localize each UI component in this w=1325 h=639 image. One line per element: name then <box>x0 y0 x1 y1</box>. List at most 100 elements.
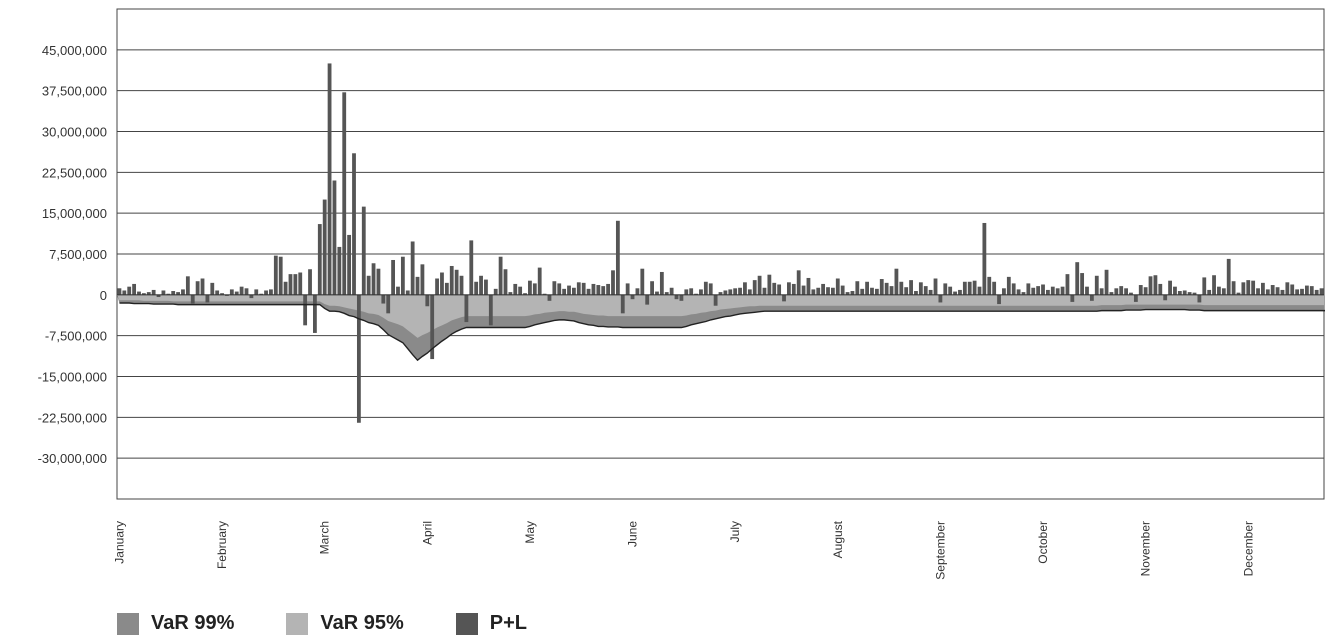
pnl-bar <box>708 283 713 295</box>
pnl-bar <box>674 294 679 300</box>
pnl-bar <box>918 282 923 295</box>
pnl-bar <box>733 288 738 295</box>
pnl-bar <box>1251 280 1256 295</box>
pnl-bar <box>581 282 586 295</box>
pnl-bar <box>557 283 562 295</box>
y-tick-label: 0 <box>100 288 107 303</box>
y-tick-label: -30,000,000 <box>38 451 107 466</box>
pnl-bar <box>513 283 518 295</box>
pnl-bar <box>767 274 772 295</box>
pnl-bar <box>928 289 933 295</box>
pnl-bar <box>635 288 640 295</box>
legend-label-pnl: P+L <box>489 612 528 634</box>
pnl-bar <box>146 292 151 295</box>
pnl-bar <box>562 288 567 295</box>
pnl-bar <box>728 289 733 295</box>
pnl-bar <box>655 291 659 295</box>
pnl-bar <box>141 293 146 295</box>
x-tick-label: June <box>626 521 640 547</box>
y-tick-label: -7,500,000 <box>45 329 107 344</box>
pnl-bar <box>606 283 611 295</box>
pnl-bar <box>1153 275 1158 295</box>
pnl-bar <box>777 284 782 295</box>
pnl-bar <box>811 289 816 295</box>
pnl-bar <box>1300 288 1304 295</box>
pnl-bar <box>151 289 156 295</box>
pnl-bar <box>269 289 273 295</box>
pnl-bar <box>645 294 650 305</box>
pnl-bar <box>1304 285 1309 295</box>
pnl-bar <box>1119 286 1124 295</box>
pnl-bar <box>1050 286 1055 295</box>
pnl-bar <box>1060 286 1065 295</box>
legend-swatch-var99 <box>117 612 139 635</box>
pnl-bar <box>1036 286 1041 295</box>
pnl-bar <box>400 256 405 295</box>
pnl-bar <box>234 291 239 295</box>
pnl-bar <box>415 276 420 295</box>
pnl-bar <box>659 271 664 295</box>
pnl-bar <box>855 281 860 295</box>
var95-area <box>117 294 1325 338</box>
x-tick-label: November <box>1139 521 1153 576</box>
pnl-bar <box>1226 258 1231 295</box>
pnl-bar <box>1124 288 1128 295</box>
pnl-bar <box>962 281 967 295</box>
pnl-bar <box>738 287 742 295</box>
pnl-bar <box>650 281 654 295</box>
pnl-bar <box>987 276 992 295</box>
pnl-bar <box>547 294 552 301</box>
y-tick-label: 30,000,000 <box>42 125 107 140</box>
pnl-bar <box>904 287 909 295</box>
pnl-bar <box>1011 283 1016 295</box>
pnl-bar <box>498 256 503 295</box>
pnl-bar <box>625 283 630 295</box>
pnl-bar <box>347 234 352 295</box>
pnl-bar <box>132 283 137 295</box>
pnl-bar <box>601 286 606 295</box>
legend-swatch-var95 <box>286 612 309 635</box>
pnl-bar <box>449 265 454 295</box>
y-tick-label: 15,000,000 <box>42 206 107 221</box>
pnl-bar <box>410 241 415 295</box>
pnl-bar <box>640 268 645 295</box>
pnl-bar <box>821 283 826 295</box>
legend-swatch-pnl <box>455 612 478 635</box>
pnl-bar <box>713 294 718 306</box>
legend-label-var99: VaR 99% <box>151 612 235 634</box>
pnl-bar <box>884 282 889 295</box>
y-tick-label: 22,500,000 <box>42 165 107 180</box>
pnl-bar <box>161 290 166 295</box>
pnl-bar <box>1236 292 1241 295</box>
pnl-bar <box>391 259 395 295</box>
pnl-bar <box>225 294 229 296</box>
x-tick-label: May <box>523 521 537 544</box>
pnl-bar <box>630 294 635 300</box>
pnl-bar <box>567 285 571 295</box>
pnl-bar <box>376 268 381 295</box>
pnl-bar <box>850 291 855 295</box>
y-tick-label: -15,000,000 <box>38 370 107 385</box>
pnl-bar <box>1129 292 1133 295</box>
pnl-bar <box>938 294 943 303</box>
pnl-bar <box>669 287 674 295</box>
pnl-bar <box>1217 286 1221 295</box>
pnl-bar <box>122 290 127 295</box>
legend-item-pnl: P+L <box>455 612 528 635</box>
pnl-bar <box>572 287 576 295</box>
pnl-bar <box>528 280 532 295</box>
pnl-bar <box>879 279 884 295</box>
x-tick-label: February <box>215 521 229 569</box>
pnl-bar <box>440 272 444 295</box>
pnl-bar <box>1246 280 1251 295</box>
pnl-bar <box>703 281 708 295</box>
pnl-bar <box>288 274 293 295</box>
pnl-bar <box>1002 288 1006 295</box>
pnl-bar <box>894 268 899 295</box>
pnl-bar <box>464 294 469 323</box>
pnl-bar <box>1290 284 1295 295</box>
pnl-bar <box>1026 283 1031 295</box>
pnl-bar <box>747 289 752 295</box>
pnl-bar <box>699 289 703 295</box>
pnl-bar <box>508 292 513 295</box>
